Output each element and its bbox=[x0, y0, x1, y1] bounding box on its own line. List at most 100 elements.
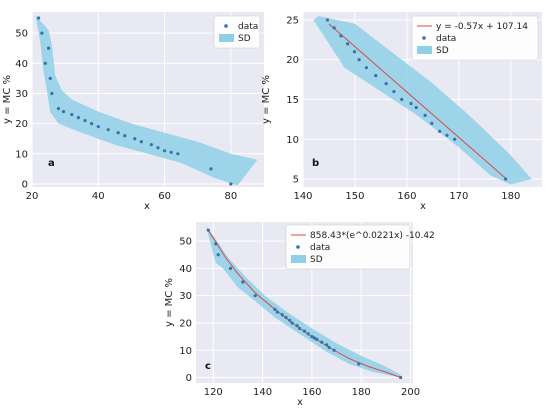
panel-b-legend-label: data bbox=[436, 34, 456, 44]
panel-a-y-tick-label: 40 bbox=[15, 59, 28, 70]
panel-a-sd-band bbox=[35, 15, 258, 186]
panel-c-data-point bbox=[206, 228, 210, 232]
panel-c-fit-line bbox=[207, 229, 401, 378]
panel-b-data-point bbox=[438, 129, 442, 133]
panel-a-legend-label: data bbox=[238, 22, 258, 32]
panel-a-data-point bbox=[56, 106, 61, 111]
panel-c-data-point bbox=[288, 318, 292, 322]
panel-c-data-point bbox=[241, 280, 245, 284]
panel-a-x-tick-label: 20 bbox=[26, 191, 39, 202]
panel-a-data-point bbox=[106, 128, 110, 132]
panel-c-x-tick-label: 120 bbox=[204, 387, 223, 398]
panel-b-data-point bbox=[453, 137, 457, 141]
panel-a-y-tick-label: 50 bbox=[15, 29, 28, 40]
panel-b-legend-band-swatch bbox=[417, 46, 432, 54]
panel-b-data-point bbox=[423, 113, 427, 118]
panel-b-data-point bbox=[339, 34, 343, 38]
panel-b-legend: y = -0.57x + 107.14 data SD bbox=[411, 15, 539, 61]
panel-b-data-point bbox=[409, 101, 413, 106]
panel-a-data-point bbox=[176, 152, 180, 156]
panel-b-panel-label: b bbox=[312, 158, 319, 169]
panel-b-data-point bbox=[352, 50, 357, 54]
panel-c-y-tick-label: 40 bbox=[179, 264, 192, 275]
panel-c-data-point bbox=[332, 348, 336, 352]
panel-a-y-tick-label: 30 bbox=[15, 89, 28, 100]
panel-a-data-point bbox=[139, 140, 143, 144]
panel-a-data-point bbox=[149, 143, 153, 147]
panel-b-x-tick-label: 180 bbox=[501, 191, 520, 202]
panel-b-y-tick-label: 15 bbox=[286, 95, 299, 106]
panel-c-x-tick-label: 200 bbox=[401, 387, 420, 398]
panel-c-data-point bbox=[295, 324, 299, 328]
panel-c-data-point bbox=[214, 242, 218, 246]
panel-b-legend-box bbox=[411, 15, 539, 61]
panel-b-y-tick-label: 5 bbox=[293, 175, 299, 186]
panel-c-data-point bbox=[327, 345, 331, 350]
panel-c-data-point bbox=[320, 340, 324, 344]
panel-c-data-point bbox=[312, 336, 316, 340]
panel-c-panel-label: c bbox=[205, 361, 211, 372]
panel-a-data-point bbox=[96, 125, 100, 129]
panel-c-data-point bbox=[280, 313, 284, 317]
panel-a-y-tick-label: 0 bbox=[22, 179, 28, 190]
panel-a-data-point bbox=[169, 150, 173, 154]
panel-a-data-point bbox=[229, 182, 233, 186]
panel-a-y-tick-label: 20 bbox=[15, 119, 28, 130]
panel-b-x-axis-label: x bbox=[420, 201, 426, 212]
panel-c-data-point bbox=[297, 326, 302, 331]
panel-c-data-point bbox=[273, 307, 277, 311]
panel-b-data-point bbox=[357, 58, 361, 62]
panel-c-legend-point-swatch bbox=[296, 245, 300, 249]
panel-a-x-tick-label: 80 bbox=[224, 191, 237, 202]
panel-b-data-point bbox=[414, 105, 418, 110]
panel-b-legend-label: y = -0.57x + 107.14 bbox=[436, 22, 528, 32]
panel-a-x-tick-label: 60 bbox=[158, 191, 171, 202]
panel-a-data-point bbox=[83, 119, 87, 123]
panel-a-data-point bbox=[90, 122, 94, 126]
panel-b-x-tick-label: 140 bbox=[293, 191, 312, 202]
panel-c: 120 140 160 180 200 0 10 20 30 40 50 x y = MC % c 858.… bbox=[164, 222, 435, 408]
panel-c-legend-label: 858.43*(e^0.0221x) -10.42 bbox=[310, 231, 435, 241]
panel-c-data-point bbox=[325, 343, 329, 347]
panel-a-data-point bbox=[37, 16, 41, 20]
panel-b-x-tick-label: 160 bbox=[397, 191, 416, 202]
panel-c-data-point bbox=[253, 294, 257, 298]
panel-a-x-axis-label: x bbox=[144, 201, 150, 212]
panel-c-data-point bbox=[290, 321, 294, 325]
panel-b-data-point bbox=[325, 18, 330, 22]
panel-a-data-point bbox=[133, 137, 137, 141]
panel-c-data-point bbox=[306, 332, 310, 336]
panel-c-data-point bbox=[228, 266, 233, 270]
panel-b-x-tick-label: 170 bbox=[449, 191, 468, 202]
panel-a-legend-point-swatch bbox=[224, 24, 228, 28]
panel-a-panel-label: a bbox=[48, 158, 55, 169]
panel-a-data-point bbox=[116, 131, 120, 135]
panel-a-data-point bbox=[162, 149, 167, 153]
panel-b-y-tick-label: 20 bbox=[286, 55, 299, 66]
panel-c-y-axis-label: y = MC % bbox=[164, 278, 175, 327]
panel-b-legend-label: SD bbox=[436, 46, 449, 56]
panel-b-data-point bbox=[332, 26, 336, 30]
panel-c-data-point bbox=[357, 362, 361, 366]
panel-a: 20 40 60 80 0 10 20 30 40 50 x y = MC % a data SD bbox=[2, 12, 264, 212]
panel-a-legend-box bbox=[213, 15, 261, 49]
panel-a-y-tick-label: 10 bbox=[15, 149, 28, 160]
panel-c-y-tick-label: 10 bbox=[179, 346, 192, 357]
panel-a-legend: data SD bbox=[213, 15, 261, 49]
panel-b-data-point bbox=[384, 81, 388, 86]
panel-c-data-point bbox=[302, 329, 307, 333]
panel-a-data-point bbox=[46, 46, 51, 50]
panel-b-data-point bbox=[346, 42, 350, 46]
panel-b-y-tick-label: 25 bbox=[286, 15, 299, 26]
panel-c-legend-box bbox=[285, 224, 411, 270]
panel-b-data-point bbox=[374, 74, 378, 78]
panel-c-legend: 858.43*(e^0.0221x) -10.42 data SD bbox=[285, 224, 435, 270]
panel-a-data-point bbox=[48, 76, 52, 80]
panel-a-data-point bbox=[43, 61, 47, 65]
panel-a-legend-label: SD bbox=[238, 34, 251, 44]
panel-a-x-tick-label: 40 bbox=[92, 191, 105, 202]
panel-b-x-tick-label: 150 bbox=[345, 191, 364, 202]
panel-b-data-point bbox=[430, 121, 434, 125]
panel-b-data-point bbox=[364, 66, 368, 70]
panel-c-x-tick-label: 160 bbox=[302, 387, 321, 398]
